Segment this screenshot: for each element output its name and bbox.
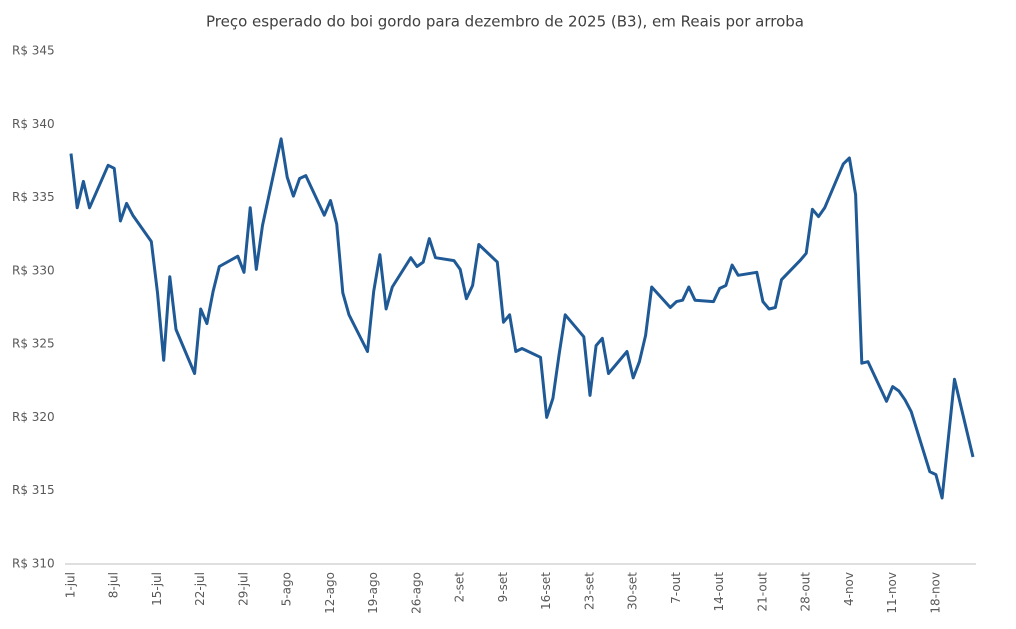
x-tick-label: 11-nov	[885, 572, 899, 614]
y-tick-label: R$ 335	[12, 190, 55, 204]
x-tick-label: 4-nov	[842, 572, 856, 606]
y-tick-label: R$ 340	[12, 117, 55, 131]
x-tick-label: 28-out	[799, 572, 813, 612]
x-tick-label: 14-out	[712, 572, 726, 612]
x-tick-label: 8-jul	[107, 572, 121, 598]
y-tick-label: R$ 310	[12, 557, 55, 571]
x-tick-label: 23-set	[582, 572, 596, 610]
x-tick-label: 9-set	[496, 572, 510, 603]
x-tick-label: 1-jul	[64, 572, 78, 598]
x-tick-label: 16-set	[539, 572, 553, 610]
x-tick-label: 15-jul	[150, 572, 164, 606]
x-tick-label: 30-set	[626, 572, 640, 610]
y-tick-label: R$ 325	[12, 337, 55, 351]
x-tick-label: 22-jul	[193, 572, 207, 606]
x-tick-label: 7-out	[669, 572, 683, 604]
y-tick-label: R$ 320	[12, 410, 55, 424]
x-tick-label: 29-jul	[236, 572, 250, 606]
chart-title: Preço esperado do boi gordo para dezembr…	[206, 13, 804, 31]
data-line	[69, 137, 975, 500]
y-tick-label: R$ 315	[12, 483, 55, 497]
x-tick-label: 21-out	[755, 572, 769, 612]
x-tick-label: 26-ago	[409, 572, 423, 614]
y-tick-label: R$ 330	[12, 263, 55, 277]
x-tick-label: 12-ago	[323, 572, 337, 614]
x-tick-label: 19-ago	[366, 572, 380, 614]
x-tick-label: 2-set	[453, 572, 467, 603]
x-tick-label: 18-nov	[928, 572, 942, 614]
x-tick-label: 5-ago	[280, 572, 294, 606]
y-tick-label: R$ 345	[12, 44, 55, 58]
